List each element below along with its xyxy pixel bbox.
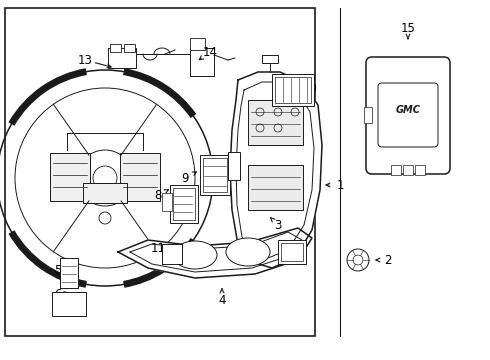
Bar xyxy=(228,152,240,180)
Bar xyxy=(170,185,198,223)
Text: 2: 2 xyxy=(384,253,392,266)
Polygon shape xyxy=(118,228,312,278)
Bar xyxy=(203,158,227,192)
Bar xyxy=(173,188,195,220)
Text: GMC: GMC xyxy=(395,105,420,115)
Bar xyxy=(110,44,121,52)
Text: 7: 7 xyxy=(208,156,216,168)
Bar xyxy=(60,258,78,288)
Bar xyxy=(272,74,314,106)
Ellipse shape xyxy=(226,238,270,266)
FancyBboxPatch shape xyxy=(378,83,438,147)
Bar xyxy=(403,165,413,175)
Text: 4: 4 xyxy=(218,293,226,306)
Text: 15: 15 xyxy=(400,22,416,35)
Text: 13: 13 xyxy=(77,54,93,67)
Text: 5: 5 xyxy=(54,264,62,276)
Text: 1: 1 xyxy=(336,179,344,192)
Text: 10: 10 xyxy=(302,81,318,95)
Text: 8: 8 xyxy=(154,189,162,202)
Bar xyxy=(278,240,306,264)
Bar xyxy=(124,44,135,52)
Bar xyxy=(120,153,160,201)
Text: 6: 6 xyxy=(54,288,62,302)
FancyBboxPatch shape xyxy=(366,57,450,174)
Bar xyxy=(190,38,205,50)
Bar xyxy=(5,8,315,336)
Text: 14: 14 xyxy=(202,45,218,59)
Text: 11: 11 xyxy=(150,242,166,255)
Bar xyxy=(391,165,401,175)
Bar xyxy=(83,183,127,203)
Text: 12: 12 xyxy=(288,252,302,265)
Bar xyxy=(162,193,172,211)
Bar xyxy=(248,165,303,210)
Text: 3: 3 xyxy=(274,219,282,231)
Bar xyxy=(108,48,136,68)
Ellipse shape xyxy=(173,241,217,269)
Bar xyxy=(200,155,230,195)
Bar xyxy=(52,292,86,316)
Bar xyxy=(262,55,278,63)
Bar xyxy=(162,244,182,264)
Bar xyxy=(364,107,372,123)
Bar xyxy=(415,165,425,175)
Text: 9: 9 xyxy=(181,171,189,185)
Bar xyxy=(281,243,303,261)
Bar xyxy=(190,48,214,76)
Bar xyxy=(248,100,303,145)
Bar xyxy=(50,153,90,201)
Polygon shape xyxy=(230,72,322,268)
Bar xyxy=(275,77,311,103)
